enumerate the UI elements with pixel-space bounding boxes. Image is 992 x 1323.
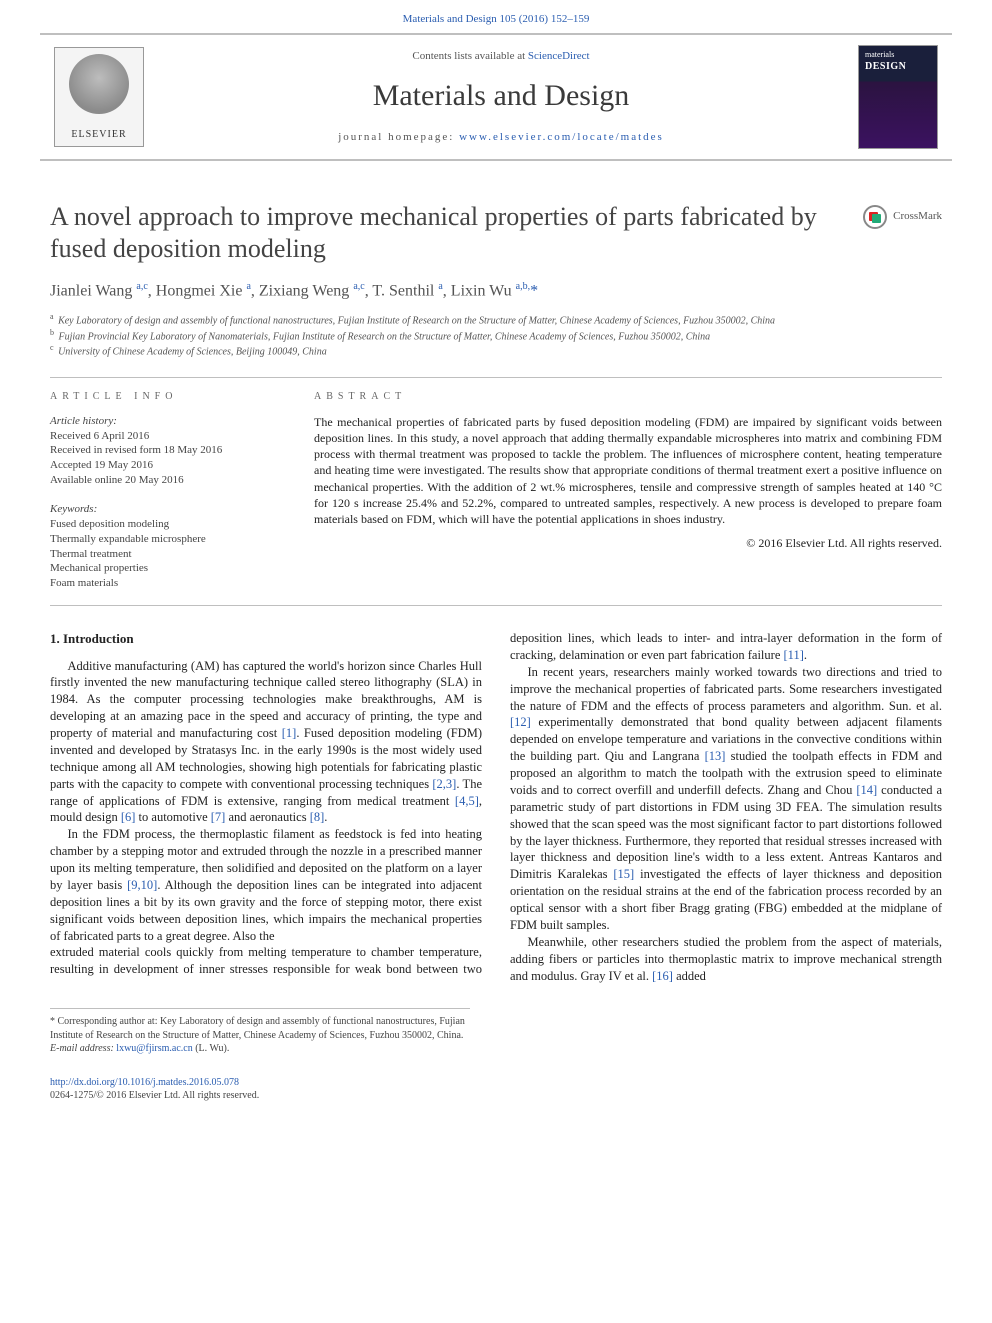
homepage-url-link[interactable]: www.elsevier.com/locate/matdes bbox=[459, 131, 664, 143]
abstract-text: The mechanical properties of fabricated … bbox=[314, 414, 942, 527]
body-p4: In recent years, researchers mainly work… bbox=[510, 664, 942, 934]
divider-bottom bbox=[50, 605, 942, 606]
history-line: Accepted 19 May 2016 bbox=[50, 458, 278, 473]
citation-ref[interactable]: [9,10] bbox=[127, 878, 157, 892]
citation-ref[interactable]: [6] bbox=[121, 810, 136, 824]
citation-ref[interactable]: [16] bbox=[652, 969, 673, 983]
citation-ref[interactable]: [15] bbox=[613, 867, 634, 881]
article-history-label: Article history: bbox=[50, 414, 278, 429]
sciencedirect-link[interactable]: ScienceDirect bbox=[528, 50, 590, 62]
article-info-heading: ARTICLE INFO bbox=[50, 390, 278, 404]
keyword-line: Foam materials bbox=[50, 576, 278, 591]
keyword-line: Mechanical properties bbox=[50, 561, 278, 576]
article-title: A novel approach to improve mechanical p… bbox=[50, 201, 843, 266]
journal-name: Materials and Design bbox=[144, 76, 858, 117]
journal-cover-thumbnail: materials DESIGN bbox=[858, 45, 938, 149]
authors-line: Jianlei Wang a,c, Hongmei Xie a, Zixiang… bbox=[50, 280, 942, 302]
article-body-columns: 1. Introduction Additive manufacturing (… bbox=[50, 630, 942, 984]
body-p5: Meanwhile, other researchers studied the… bbox=[510, 934, 942, 985]
body-p2: In the FDM process, the thermoplastic fi… bbox=[50, 826, 482, 944]
body-p1: Additive manufacturing (AM) has captured… bbox=[50, 658, 482, 827]
contents-line: Contents lists available at ScienceDirec… bbox=[144, 49, 858, 64]
keyword-line: Thermal treatment bbox=[50, 547, 278, 562]
citation-ref[interactable]: [14] bbox=[856, 783, 877, 797]
contents-line-prefix: Contents lists available at bbox=[412, 50, 527, 62]
crossmark-icon bbox=[863, 205, 887, 229]
footnote-email-person: (L. Wu). bbox=[195, 1043, 229, 1054]
cover-small-subtitle: DESIGN bbox=[865, 60, 906, 74]
homepage-label: journal homepage: bbox=[338, 131, 459, 143]
publisher-name: ELSEVIER bbox=[71, 128, 126, 146]
footnote-star-text: * Corresponding author at: Key Laborator… bbox=[50, 1015, 470, 1042]
history-line: Available online 20 May 2016 bbox=[50, 473, 278, 488]
affiliation-line: c University of Chinese Academy of Scien… bbox=[50, 343, 942, 359]
issn-copyright-line: 0264-1275/© 2016 Elsevier Ltd. All right… bbox=[50, 1089, 942, 1103]
divider-top bbox=[50, 377, 942, 378]
crossmark-label: CrossMark bbox=[893, 209, 942, 224]
page-footer: http://dx.doi.org/10.1016/j.matdes.2016.… bbox=[50, 1076, 942, 1103]
citation-ref[interactable]: [7] bbox=[211, 810, 226, 824]
citation-ref[interactable]: [1] bbox=[282, 726, 297, 740]
doi-link[interactable]: http://dx.doi.org/10.1016/j.matdes.2016.… bbox=[50, 1077, 239, 1088]
citation-ref[interactable]: [11] bbox=[784, 648, 804, 662]
citation-ref[interactable]: [13] bbox=[705, 749, 726, 763]
abstract-column: ABSTRACT The mechanical properties of fa… bbox=[314, 390, 942, 591]
keywords-label: Keywords: bbox=[50, 502, 278, 517]
citation-ref[interactable]: [12] bbox=[510, 715, 531, 729]
article-info-column: ARTICLE INFO Article history: Received 6… bbox=[50, 390, 278, 591]
corresponding-author-footnote: * Corresponding author at: Key Laborator… bbox=[50, 1008, 470, 1056]
section-heading-intro: 1. Introduction bbox=[50, 630, 482, 648]
footnote-email-link[interactable]: lxwu@fjirsm.ac.cn bbox=[116, 1043, 192, 1054]
homepage-line: journal homepage: www.elsevier.com/locat… bbox=[144, 130, 858, 145]
footnote-email-label: E-mail address: bbox=[50, 1043, 114, 1054]
abstract-heading: ABSTRACT bbox=[314, 390, 942, 404]
history-line: Received in revised form 18 May 2016 bbox=[50, 443, 278, 458]
citation-ref[interactable]: [4,5] bbox=[455, 794, 479, 808]
keyword-line: Thermally expandable microsphere bbox=[50, 532, 278, 547]
top-citation-bar: Materials and Design 105 (2016) 152–159 bbox=[0, 0, 992, 33]
journal-citation-link[interactable]: Materials and Design 105 (2016) 152–159 bbox=[403, 13, 590, 25]
keyword-line: Fused deposition modeling bbox=[50, 517, 278, 532]
elsevier-logo: ELSEVIER bbox=[54, 47, 144, 147]
abstract-copyright: © 2016 Elsevier Ltd. All rights reserved… bbox=[314, 535, 942, 551]
history-line: Received 6 April 2016 bbox=[50, 429, 278, 444]
citation-ref[interactable]: [8] bbox=[310, 810, 325, 824]
affiliation-line: a Key Laboratory of design and assembly … bbox=[50, 312, 942, 328]
crossmark-widget[interactable]: CrossMark bbox=[863, 205, 942, 229]
citation-ref[interactable]: [2,3] bbox=[432, 777, 456, 791]
affiliations-block: a Key Laboratory of design and assembly … bbox=[50, 312, 942, 359]
journal-header-band: ELSEVIER Contents lists available at Sci… bbox=[40, 33, 952, 161]
elsevier-tree-icon bbox=[69, 54, 129, 114]
affiliation-line: b Fujian Provincial Key Laboratory of Na… bbox=[50, 328, 942, 344]
